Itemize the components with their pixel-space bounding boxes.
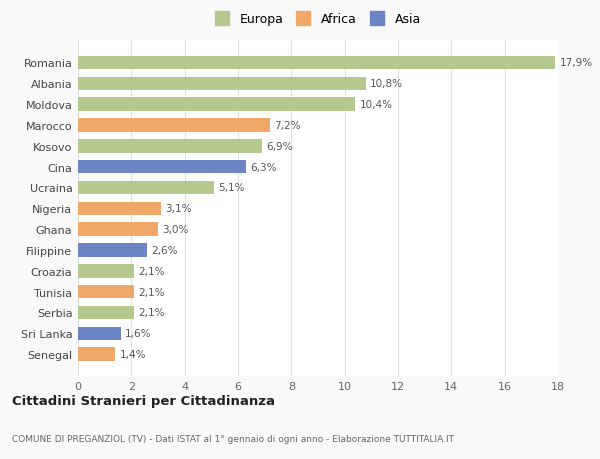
Bar (78, 244, 148, 257)
Text: 5,1%: 5,1% (218, 183, 245, 193)
Bar (78, 327, 121, 341)
Text: COMUNE DI PREGANZIOL (TV) - Dati ISTAT al 1° gennaio di ogni anno - Elaborazione: COMUNE DI PREGANZIOL (TV) - Dati ISTAT a… (12, 434, 454, 442)
Text: 3,1%: 3,1% (164, 204, 191, 214)
Text: 1,4%: 1,4% (119, 349, 146, 359)
Bar (78, 161, 246, 174)
Text: 10,4%: 10,4% (359, 100, 392, 110)
Text: 2,1%: 2,1% (138, 287, 164, 297)
Bar (78, 77, 366, 91)
Text: 7,2%: 7,2% (274, 121, 301, 131)
Text: 6,3%: 6,3% (250, 162, 277, 172)
Bar (78, 119, 270, 133)
Bar (78, 56, 556, 70)
Bar (78, 306, 134, 319)
Text: 2,1%: 2,1% (138, 308, 164, 318)
Text: 10,8%: 10,8% (370, 79, 403, 89)
Legend: Europa, Africa, Asia: Europa, Africa, Asia (211, 9, 425, 29)
Text: 1,6%: 1,6% (125, 329, 151, 339)
Text: 2,6%: 2,6% (151, 246, 178, 255)
Text: 2,1%: 2,1% (138, 266, 164, 276)
Bar (78, 285, 134, 299)
Text: Cittadini Stranieri per Cittadinanza: Cittadini Stranieri per Cittadinanza (12, 394, 275, 407)
Text: 6,9%: 6,9% (266, 141, 293, 151)
Bar (78, 140, 262, 153)
Text: 17,9%: 17,9% (559, 58, 592, 68)
Text: 3,0%: 3,0% (162, 224, 188, 235)
Bar (78, 223, 158, 236)
Bar (78, 98, 355, 112)
Bar (78, 202, 161, 216)
Bar (78, 347, 115, 361)
Bar (78, 181, 214, 195)
Bar (78, 264, 134, 278)
